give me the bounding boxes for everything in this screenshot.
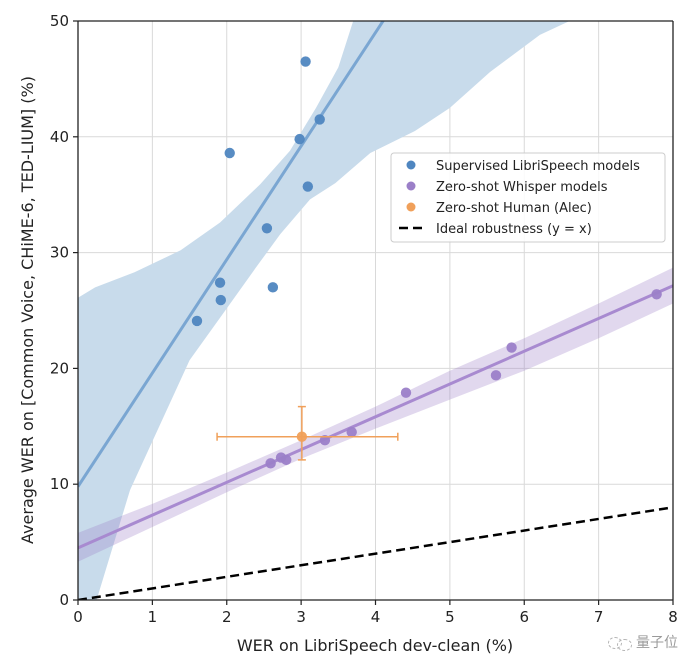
y-ticks: 0 10 20 30 40 50 (50, 12, 78, 609)
data-point (346, 426, 357, 438)
data-point (191, 315, 203, 327)
x-tick-label: 2 (222, 608, 232, 626)
legend-marker-dot (406, 181, 416, 191)
y-tick-label: 40 (50, 128, 69, 146)
ideal-robustness-line (78, 506, 673, 600)
x-tick-label: 4 (371, 608, 381, 626)
data-point (302, 181, 314, 192)
legend-label: Zero-shot Human (Alec) (436, 201, 592, 216)
legend: Supervised LibriSpeech models Zero-shot W… (390, 152, 666, 243)
data-point (490, 370, 502, 381)
data-point (265, 458, 276, 469)
data-point (281, 454, 292, 466)
regression-line (78, 284, 673, 550)
data-point (215, 294, 226, 306)
data-point (267, 282, 279, 293)
legend-marker-dot (406, 160, 416, 170)
y-tick-label: 30 (50, 244, 69, 262)
x-tick-label: 7 (594, 608, 604, 626)
x-axis-title: WER on LibriSpeech dev-clean (%) (237, 636, 513, 655)
y-tick-label: 10 (50, 475, 69, 493)
legend-label: Zero-shot Whisper models (436, 180, 608, 195)
data-point (506, 342, 517, 353)
fit-lines (78, 21, 673, 600)
data-point (261, 223, 273, 234)
x-tick-label: 6 (519, 608, 529, 626)
data-points (191, 56, 662, 469)
data-point (319, 434, 331, 446)
x-tick-label: 8 (668, 608, 678, 626)
regression-line (78, 21, 385, 488)
y-axis-title: Average WER on [Common Voice, CHiME-6, T… (18, 76, 37, 544)
x-tick-label: 1 (148, 608, 158, 626)
legend-box (390, 152, 666, 243)
data-point (651, 289, 662, 300)
legend-marker-dot (406, 202, 416, 212)
legend-label: Ideal robustness (y = x) (436, 222, 592, 237)
y-tick-label: 20 (50, 359, 69, 377)
data-point (224, 147, 235, 159)
x-tick-label: 3 (296, 608, 306, 626)
data-point (300, 56, 311, 67)
confidence-bands (78, 21, 673, 600)
x-tick-label: 0 (73, 608, 83, 626)
x-ticks: 0 1 2 3 4 5 6 7 8 (73, 600, 678, 626)
x-tick-label: 5 (445, 608, 455, 626)
confidence-band (78, 267, 673, 562)
wechat-logo-icon (608, 635, 632, 651)
y-tick-label: 0 (59, 591, 69, 609)
legend-label: Supervised LibriSpeech models (436, 159, 640, 174)
watermark-text: 量子位 (636, 635, 678, 651)
data-point (314, 114, 325, 125)
watermark: 量子位 (608, 632, 678, 652)
data-point (294, 133, 305, 145)
data-point (400, 387, 412, 398)
data-point (296, 431, 308, 442)
confidence-band (78, 21, 570, 600)
data-point (214, 277, 226, 288)
y-tick-label: 50 (50, 12, 69, 30)
